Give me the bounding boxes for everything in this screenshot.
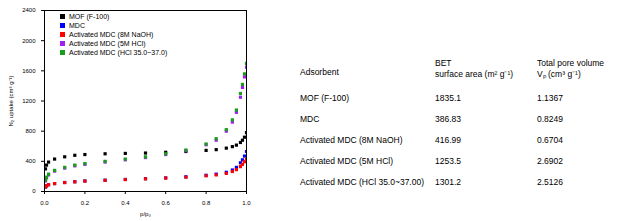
html-text:Activated MDC (8M NaOH): Activated MDC (8M NaOH) [300, 135, 403, 145]
html-text:1253.5: 1253.5 [435, 156, 461, 166]
html-text:MOF (F-100): MOF (F-100) [300, 93, 350, 103]
svg-text:0.4: 0.4 [121, 200, 130, 206]
html-text:0.8249: 0.8249 [537, 114, 563, 124]
svg-text:1200: 1200 [22, 98, 36, 104]
svg-text:0: 0 [32, 188, 36, 194]
html-text:Vₚ (cm³ g⁻¹): Vₚ (cm³ g⁻¹) [537, 69, 581, 79]
svg-text:1600: 1600 [22, 68, 36, 74]
html-text:Adsorbent: Adsorbent [300, 67, 339, 77]
svg-text:400: 400 [25, 158, 36, 164]
svg-text:N₂ uptake (cm³ g⁻¹): N₂ uptake (cm³ g⁻¹) [8, 75, 14, 126]
html-text:Activated MDC (5M HCl): Activated MDC (5M HCl) [300, 156, 393, 166]
svg-text:0.8: 0.8 [202, 200, 211, 206]
svg-text:0.0: 0.0 [40, 200, 49, 206]
svg-text:2000: 2000 [22, 38, 36, 44]
html-text:1835.1: 1835.1 [435, 93, 461, 103]
svg-text:1.0: 1.0 [242, 200, 251, 206]
html-text:1301.2: 1301.2 [435, 177, 461, 187]
html-text:2.5126: 2.5126 [537, 177, 563, 187]
html-text:0.6704: 0.6704 [537, 135, 563, 145]
html-text:386.83: 386.83 [435, 114, 461, 124]
html-text:2.6902: 2.6902 [537, 156, 563, 166]
svg-text:800: 800 [25, 128, 36, 134]
svg-text:0.2: 0.2 [81, 200, 90, 206]
html-text:MDC: MDC [69, 22, 85, 29]
html-text:Activated MDC (8M NaOH): Activated MDC (8M NaOH) [69, 31, 154, 38]
html-text:Activated MDC (HCl 35.0~37.0): Activated MDC (HCl 35.0~37.0) [69, 49, 168, 56]
html-text:surface area (m² g⁻¹): surface area (m² g⁻¹) [435, 69, 514, 79]
html-text:Activated MDC (5M HCl): Activated MDC (5M HCl) [69, 40, 146, 47]
html-text:Total pore volume: Total pore volume [537, 58, 605, 68]
svg-text:p/p₀: p/p₀ [140, 211, 151, 217]
html-text:Activated MDC (HCl 35.0~37.00): Activated MDC (HCl 35.0~37.00) [300, 177, 424, 187]
html-text:1.1367: 1.1367 [537, 93, 563, 103]
html-text:BET: BET [435, 58, 452, 68]
html-text:MDC: MDC [300, 114, 320, 124]
svg-text:2400: 2400 [22, 7, 36, 13]
html-text:416.99: 416.99 [435, 135, 461, 145]
svg-text:0.6: 0.6 [162, 200, 171, 206]
html-text:MOF (F-100): MOF (F-100) [69, 13, 110, 20]
